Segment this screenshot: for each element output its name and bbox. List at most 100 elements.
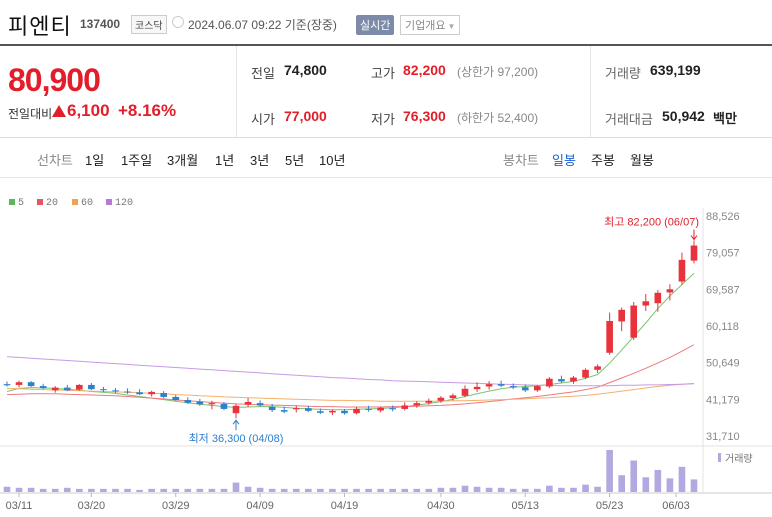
period-3y[interactable]: 3년 [250, 153, 270, 168]
candle-body [558, 379, 565, 382]
candle-body [232, 405, 240, 414]
y-axis: 88,526 79,057 69,587 60,118 50,649 41,179 31,7… [706, 211, 740, 443]
company-overview-dropdown[interactable]: 기업개요 ▼ [400, 15, 461, 35]
candle-body [413, 403, 421, 406]
monthly-candle-tab[interactable]: 월봉 [630, 153, 654, 168]
period-1d[interactable]: 1일 [85, 153, 105, 168]
candle-body [570, 377, 577, 382]
upper-limit: (상한가 97,200) [457, 65, 539, 79]
ma-line-120 [6, 356, 695, 387]
volume-bar [618, 475, 625, 492]
ma-line-5 [6, 273, 695, 411]
volume-bar [280, 488, 288, 492]
trade-value-unit: 백만 [713, 111, 737, 126]
trade-value: 50,942 [662, 108, 705, 124]
stock-header: 피엔티 137400 코스닥 2024.06.07 09:22 기준(장중) 실… [0, 0, 772, 46]
candle-body [39, 386, 47, 389]
volume-legend-label: 거래량 [725, 453, 753, 465]
volume-bar [244, 486, 252, 492]
x-tick-label: 03/29 [162, 500, 190, 512]
chevron-down-icon: ▼ [447, 22, 456, 31]
y-tick-label: 50,649 [706, 358, 740, 370]
volume-bar [63, 487, 71, 492]
legend-label: 60 [81, 198, 94, 209]
candle-body [401, 405, 409, 409]
line-chart-button[interactable]: 선차트 [37, 153, 73, 168]
volume-bar [353, 488, 360, 492]
x-tick-label: 06/03 [662, 500, 690, 512]
volume-bar [268, 488, 276, 492]
volume-bar [51, 488, 59, 492]
volume-bar [305, 488, 312, 492]
candle-body [305, 408, 312, 411]
volume-bar [76, 488, 83, 492]
volume-bar [437, 487, 445, 492]
period-10y[interactable]: 10년 [319, 153, 346, 168]
stock-name: 피엔티 [8, 14, 72, 39]
weekly-candle-tab[interactable]: 주봉 [591, 153, 615, 168]
candle-body [642, 301, 650, 306]
candle-body [172, 396, 180, 401]
volume-bar [582, 484, 589, 492]
high-arrow-head [690, 235, 698, 241]
volume-bar [124, 488, 131, 492]
chart-grid [0, 208, 772, 494]
legend-label: 120 [115, 198, 134, 209]
volume-bar [594, 486, 601, 492]
high-annotation: 최고 82,200 (06/07) [604, 215, 699, 228]
legend-ma5: 5 [9, 198, 24, 209]
candle-body [666, 289, 674, 293]
x-axis: 03/11 03/20 03/29 04/09 04/19 04/30 05/13 05/23… [6, 493, 690, 512]
candle-body [292, 408, 300, 410]
high-value: 82,200 [403, 62, 446, 78]
volume-bar [473, 486, 481, 492]
volume-bar [546, 485, 553, 492]
volume-bar [377, 488, 384, 492]
x-tick-label: 03/11 [6, 500, 33, 512]
legend-swatch [106, 199, 112, 205]
candle-chart-button[interactable]: 봉차트 [503, 153, 539, 168]
volume-bar [509, 488, 517, 492]
volume-bar [678, 466, 686, 492]
volume-bar [449, 487, 457, 492]
volume-bar [690, 479, 698, 492]
volume-bar [521, 488, 529, 492]
volume-bar [389, 488, 396, 492]
volume-bar [666, 478, 674, 492]
volume-bar [15, 487, 23, 492]
volume-bar [485, 487, 493, 492]
legend-swatch [9, 199, 15, 205]
volume-bar [39, 488, 47, 492]
realtime-button[interactable]: 실시간 [356, 15, 395, 35]
candle-body [461, 388, 469, 396]
period-1w[interactable]: 1주일 [121, 153, 153, 168]
candle-body [148, 391, 155, 395]
candle-body [51, 387, 59, 391]
daily-candle-tab[interactable]: 일봉 [552, 153, 576, 168]
candle-body [196, 401, 204, 405]
candle-body [425, 400, 433, 403]
legend-label: 5 [18, 198, 25, 209]
candle-body [3, 384, 11, 386]
legend-ma120: 120 [106, 198, 133, 209]
volume-bar [256, 487, 264, 492]
volume-bar [136, 489, 143, 492]
change-value: 6,100 [67, 101, 110, 120]
volume-bar [654, 469, 662, 492]
volume-bar [88, 488, 95, 492]
legend-label: 20 [46, 198, 59, 209]
volume-bar [413, 488, 421, 492]
period-1y[interactable]: 1년 [215, 153, 235, 168]
divider [590, 46, 591, 138]
candle-body [317, 411, 324, 413]
volume-legend-swatch [718, 453, 721, 462]
volume-bar [3, 486, 11, 492]
volume-bar [534, 488, 541, 492]
annotations: 최고 82,200 (06/07) 최저 36,300 (04/08) [189, 215, 699, 445]
candle-body [377, 407, 384, 411]
period-5y[interactable]: 5년 [285, 153, 305, 168]
candle-body [329, 410, 336, 413]
price-summary: 80,900 전일대비 6,100 +8.16% [0, 46, 772, 138]
low-label: 저가 [371, 112, 395, 127]
period-3m[interactable]: 3개월 [167, 153, 199, 168]
